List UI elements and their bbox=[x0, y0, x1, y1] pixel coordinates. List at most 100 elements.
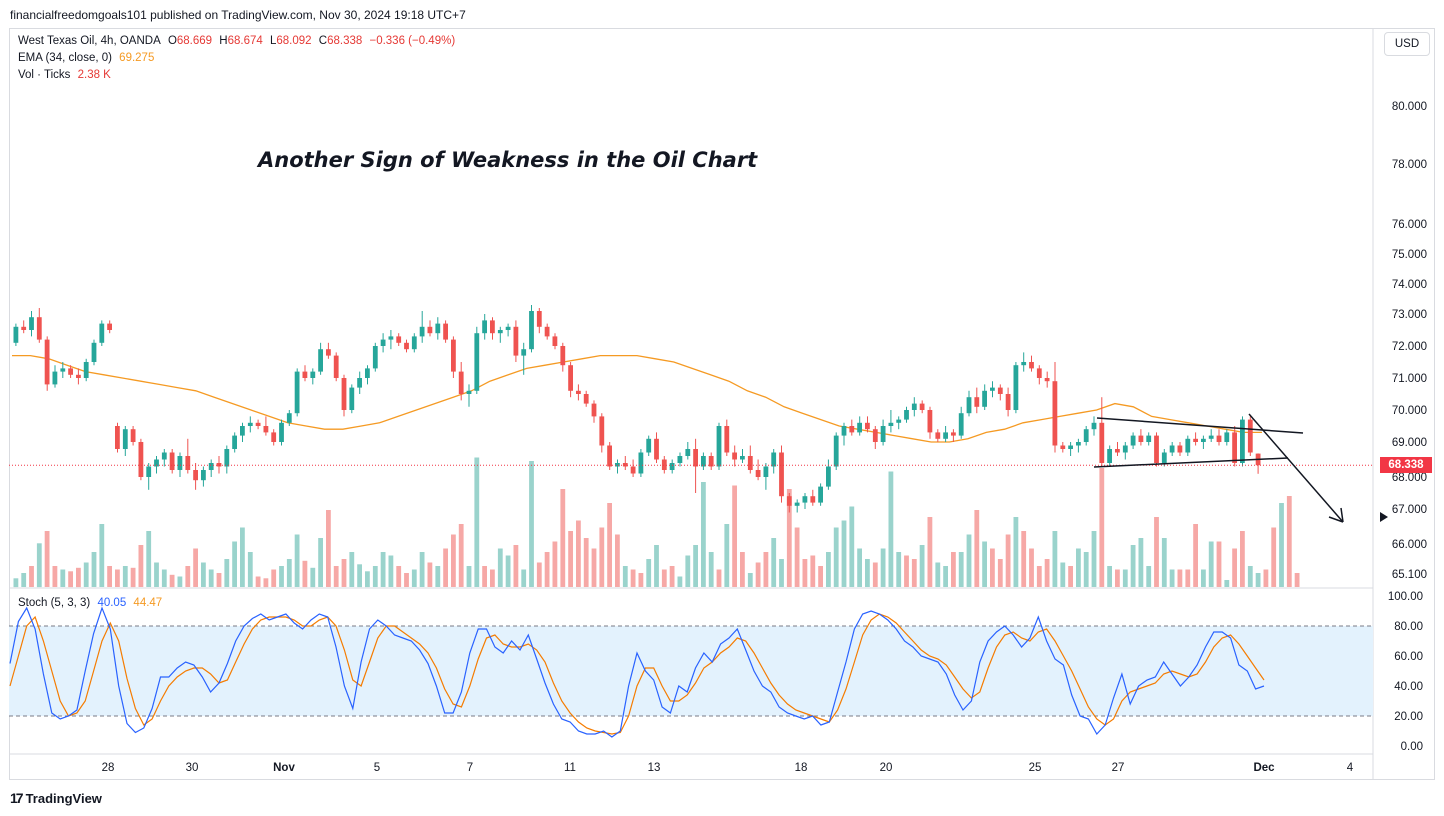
volume-bar bbox=[1044, 559, 1050, 587]
volume-bar bbox=[271, 569, 277, 587]
legend-stoch-k: 40.05 bbox=[97, 597, 127, 609]
currency-button[interactable]: USD bbox=[1384, 32, 1430, 56]
triangle-upper-trendline bbox=[1096, 417, 1304, 434]
volume-bar bbox=[896, 552, 902, 587]
candle-body bbox=[232, 435, 237, 449]
volume-bar bbox=[474, 457, 480, 587]
candle-body bbox=[536, 311, 542, 327]
breakdown-arrow-icon bbox=[1328, 507, 1344, 523]
volume-bar bbox=[52, 566, 58, 587]
volume-bar bbox=[1076, 548, 1081, 587]
candle-body bbox=[21, 326, 27, 330]
candle-body bbox=[685, 449, 691, 456]
volume-bar bbox=[888, 471, 894, 587]
candle-body bbox=[224, 449, 230, 467]
candle-body bbox=[552, 336, 558, 346]
footer-brand-name: TradingView bbox=[25, 790, 102, 806]
legend-stoch[interactable]: Stoch (5, 3, 3) 40.05 44.47 bbox=[18, 597, 166, 609]
volume-bar bbox=[247, 552, 253, 587]
candle-body bbox=[76, 374, 81, 378]
price-axis-label: 67.000 bbox=[1392, 504, 1427, 516]
legend-ema[interactable]: EMA (34, close, 0) 69.275 bbox=[18, 52, 158, 64]
volume-bar bbox=[880, 548, 886, 587]
breakdown-arrow-line bbox=[1248, 413, 1344, 523]
candle-body bbox=[904, 410, 909, 420]
stoch-axis-label: 40.00 bbox=[1394, 681, 1423, 693]
price-axis-label: 74.000 bbox=[1392, 279, 1427, 291]
volume-bar bbox=[396, 566, 402, 587]
volume-bar bbox=[990, 548, 995, 587]
stoch-k-line bbox=[9, 606, 1265, 738]
tradingview-logo-icon: 17 bbox=[10, 790, 24, 806]
volume-bar bbox=[60, 569, 66, 587]
candle-body bbox=[1201, 438, 1206, 442]
volume-bar bbox=[1068, 566, 1073, 587]
candle-body bbox=[1005, 394, 1011, 410]
time-axis-label: 28 bbox=[102, 762, 115, 774]
volume-bar bbox=[310, 567, 316, 588]
volume-bar bbox=[169, 574, 175, 588]
candle-body bbox=[755, 470, 761, 477]
volume-bar bbox=[435, 566, 441, 587]
volume-bar bbox=[193, 548, 198, 587]
candle-body bbox=[568, 365, 573, 391]
volume-bar bbox=[982, 541, 987, 587]
legend-volume-label: Vol · Ticks bbox=[18, 69, 71, 81]
candle-body bbox=[247, 422, 253, 426]
candle-body bbox=[201, 470, 206, 481]
volume-bar bbox=[240, 527, 245, 587]
volume-bar bbox=[497, 548, 503, 587]
volume-bar bbox=[1208, 541, 1214, 587]
volume-bar bbox=[1107, 566, 1112, 587]
volume-bar bbox=[107, 566, 112, 587]
candle-body bbox=[888, 422, 894, 426]
legend-symbol[interactable]: West Texas Oil, 4h, OANDA O68.669 H68.67… bbox=[18, 35, 459, 47]
candle-body bbox=[701, 456, 706, 467]
volume-bar bbox=[122, 566, 128, 587]
candle-body bbox=[490, 320, 495, 334]
volume-bar bbox=[21, 573, 27, 587]
chart-annotation-text[interactable]: Another Sign of Weakness in the Oil Char… bbox=[258, 148, 758, 172]
candle-body bbox=[974, 397, 980, 407]
volume-bar bbox=[91, 552, 97, 587]
legend-volume[interactable]: Vol · Ticks 2.38 K bbox=[18, 69, 115, 81]
candle-body bbox=[1107, 449, 1112, 463]
candle-body bbox=[833, 435, 839, 467]
candle-body bbox=[29, 317, 34, 330]
volume-bar bbox=[1201, 569, 1206, 587]
last-price-tag: 68.338 bbox=[1380, 457, 1432, 473]
volume-bar bbox=[458, 524, 464, 587]
volume-bar bbox=[701, 482, 706, 587]
stoch-axis-label: 0.00 bbox=[1401, 741, 1423, 753]
volume-bar bbox=[443, 548, 448, 587]
candle-body bbox=[1013, 365, 1019, 410]
candle-body bbox=[435, 323, 441, 334]
volume-bar bbox=[747, 573, 753, 587]
volume-bar bbox=[607, 503, 612, 587]
candle-body bbox=[333, 355, 339, 378]
candle-body bbox=[497, 330, 503, 334]
candle-body bbox=[1115, 449, 1120, 453]
price-axis-label: 73.000 bbox=[1392, 309, 1427, 321]
volume-bar bbox=[919, 545, 925, 587]
volume-bar bbox=[669, 566, 675, 587]
volume-bar bbox=[1154, 517, 1159, 587]
volume-bar bbox=[326, 510, 331, 587]
candle-body bbox=[1060, 445, 1066, 449]
candle-body bbox=[747, 456, 753, 470]
candle-body bbox=[599, 416, 605, 446]
volume-bar bbox=[505, 555, 511, 587]
footer-brand[interactable]: 17 TradingView bbox=[10, 790, 102, 806]
candle-body bbox=[318, 349, 323, 372]
candle-body bbox=[161, 452, 167, 460]
candle-body bbox=[99, 323, 105, 343]
candle-body bbox=[83, 362, 89, 378]
volume-bar bbox=[1169, 569, 1175, 587]
candle-body bbox=[1247, 419, 1253, 453]
candle-body bbox=[349, 387, 355, 410]
volume-bar bbox=[529, 461, 534, 587]
volume-bar bbox=[1013, 517, 1019, 587]
candle-body bbox=[529, 311, 534, 350]
candle-body bbox=[740, 456, 745, 460]
